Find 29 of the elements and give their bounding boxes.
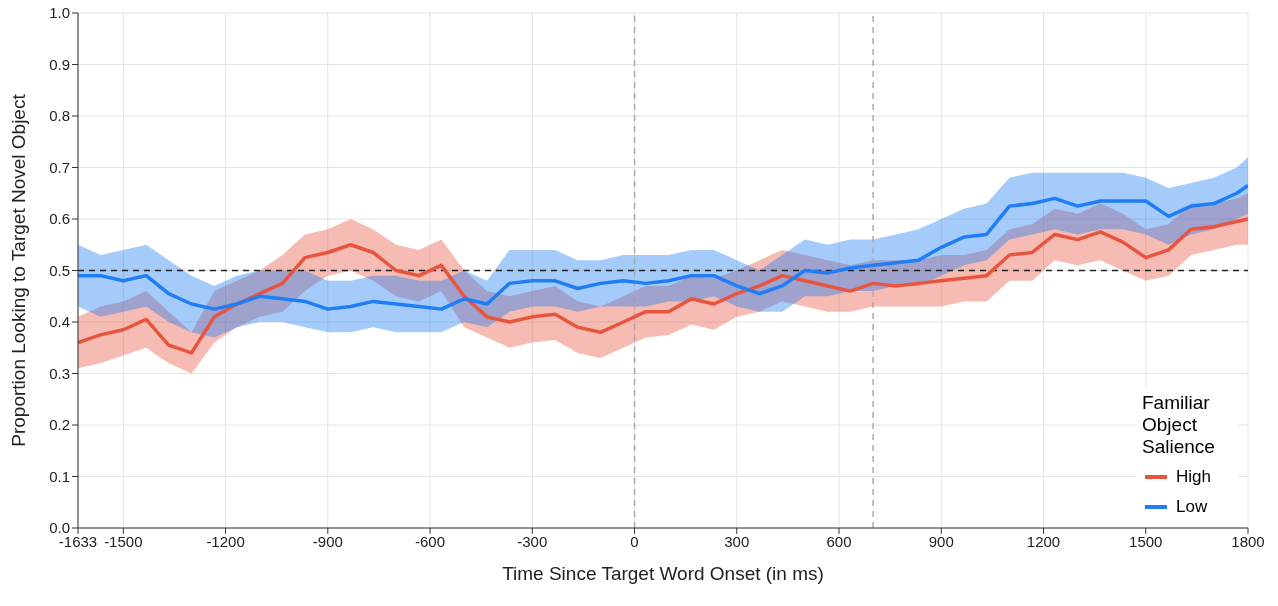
x-tick-label: 300	[724, 532, 750, 550]
y-tick-label: 0.2	[49, 416, 70, 434]
y-tick-label: 0.6	[49, 210, 70, 228]
x-tick-label: -1200	[206, 532, 245, 550]
legend-label: Low	[1175, 496, 1209, 518]
x-tick-label: 1800	[1231, 532, 1265, 550]
y-tick-label: 1.0	[49, 4, 70, 22]
y-tick-label: 0.9	[49, 55, 70, 73]
y-tick-label: 0.8	[49, 107, 70, 125]
legend-title: Familiar Object Salience	[1142, 392, 1216, 458]
legend-label: High	[1175, 466, 1212, 488]
x-tick-label: 1500	[1129, 532, 1163, 550]
x-tick-label: -1500	[104, 532, 143, 550]
y-tick-label: 0.1	[49, 467, 70, 485]
x-tick-label: 0	[630, 532, 639, 550]
x-axis-title: Time Since Target Word Onset (in ms)	[502, 563, 824, 584]
x-tick-label: -300	[517, 532, 548, 550]
line-series	[78, 217, 1248, 355]
y-axis-title: Proportion Looking to Target Novel Object	[7, 93, 29, 447]
x-tick-label: -600	[415, 532, 446, 550]
line-series	[78, 183, 1248, 311]
y-tick-label: 0.7	[49, 158, 70, 176]
x-tick-label: 900	[928, 532, 954, 550]
y-tick-label: 0.4	[49, 313, 70, 331]
y-tick-label: 0.3	[49, 364, 70, 382]
x-tick-label: 1200	[1026, 532, 1061, 550]
x-tick-label: -900	[312, 532, 343, 550]
y-tick-label: 0.5	[49, 261, 70, 279]
x-tick-label: 600	[826, 532, 852, 550]
